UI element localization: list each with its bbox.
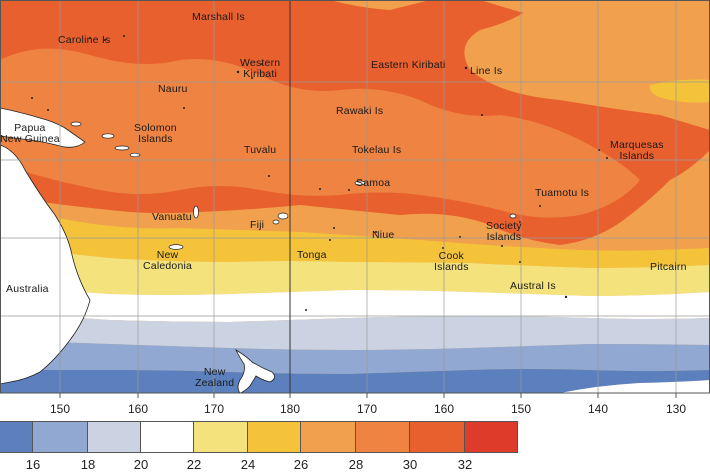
legend-swatch [88,422,141,452]
sea-surface-temperature-map [0,0,710,398]
place-label-line: Western [240,57,281,69]
legend-tick-label: 24 [240,457,256,472]
place-label-line: Solomon [134,122,177,134]
place-label-society: Society Islands [486,221,522,243]
place-label-line: Society [486,220,522,232]
legend-swatch [465,422,518,452]
place-label-line: Islands [138,133,173,145]
place-label-line: Islands [434,261,469,273]
longitude-label: 140 [587,402,609,416]
place-label-samoa: Samoa [356,177,391,189]
legend-tick-label: 30 [402,457,418,472]
longitude-label: 150 [49,402,71,416]
legend-tick-label: 28 [348,457,364,472]
place-label-line: Line Is [470,65,503,77]
place-label-rawaki: Rawaki Is [336,105,384,117]
place-label-vanuatu: Vanuatu [152,211,192,223]
legend-swatch [194,422,248,452]
australia-landmass [0,144,91,385]
place-label-niue: Niue [372,229,395,241]
place-label-marquesas: Marquesas Islands [610,140,664,162]
band-orange [0,48,640,218]
place-label-eastern-kiribati: Eastern Kiribati [371,59,446,71]
place-label-tuvalu: Tuvalu [244,144,277,156]
place-label-png: Papua New Guinea [0,123,60,145]
legend-swatch [33,422,88,452]
legend-tick-label: 16 [25,457,41,472]
band-white-notch [560,380,710,393]
band-yellow [0,205,710,268]
place-label-australia: Australia [6,283,49,295]
place-label-tuamotu: Tuamotu Is [535,187,590,199]
place-label-austral: Austral Is [510,280,556,292]
place-label-line: Islands [619,150,655,162]
new-guinea-landmass [0,107,86,148]
legend-tick-label: 32 [457,457,473,472]
place-label-line: New [156,249,179,261]
legend-swatch [141,422,194,452]
pacific-islands [70,121,517,250]
place-label-new-caledonia: New Caledonia [143,250,192,272]
graticule [0,0,710,393]
place-label-line: Zealand [195,377,235,389]
island-dots [31,35,608,311]
longitude-label: 170 [356,402,378,416]
place-label-cook: Cook Islands [434,251,469,273]
place-label-line: New Guinea [0,133,60,145]
legend-tick-label: 26 [293,457,309,472]
place-label-solomon: Solomon Islands [134,123,177,145]
longitude-ticks [59,393,677,398]
place-label-fiji: Fiji [250,219,265,231]
place-label-line: New [203,366,226,378]
place-label-tokelau: Tokelau Is [352,144,402,156]
place-label-western-kiribati: Western Kiribati [240,58,280,80]
place-label-new-zealand: New Zealand [195,367,234,389]
longitude-label: 160 [433,402,455,416]
legend-tick-label: 22 [186,457,202,472]
place-label-line: Islands [486,231,522,243]
longitude-label: 160 [127,402,149,416]
place-label-tonga: Tonga [297,249,327,261]
place-label-nauru: Nauru [158,83,188,95]
place-label-marshall: Marshall Is [192,11,245,23]
band-yellow-patch [649,79,710,103]
place-label-line: Marquesas [610,139,664,151]
legend-tick-label: 18 [80,457,96,472]
band-blue-mid [0,340,710,374]
longitude-label: 180 [279,402,301,416]
place-label-line: Kiribati [243,68,277,80]
band-yellow-light [0,245,710,296]
place-label-line: Caledonia [143,260,193,272]
place-label-line: Papua [14,122,46,134]
band-blue-dark [0,369,710,393]
band-blue-light [0,312,710,350]
place-label-line: Cook [438,250,464,262]
legend-swatch [0,422,33,452]
legend-swatch [248,422,301,452]
legend-swatch [410,422,465,452]
legend-tick-label: 20 [133,457,149,472]
longitude-label: 170 [203,402,225,416]
band-orange-light-tongue [480,0,710,74]
longitude-label: 130 [665,402,687,416]
place-label-pitcairn: Pitcairn [650,261,687,273]
band-white [0,285,710,322]
legend-swatch [356,422,410,452]
longitude-label: 150 [510,402,532,416]
legend-swatch [301,422,356,452]
new-zealand-landmass [235,348,275,393]
place-label-caroline: Caroline Is [58,34,111,46]
